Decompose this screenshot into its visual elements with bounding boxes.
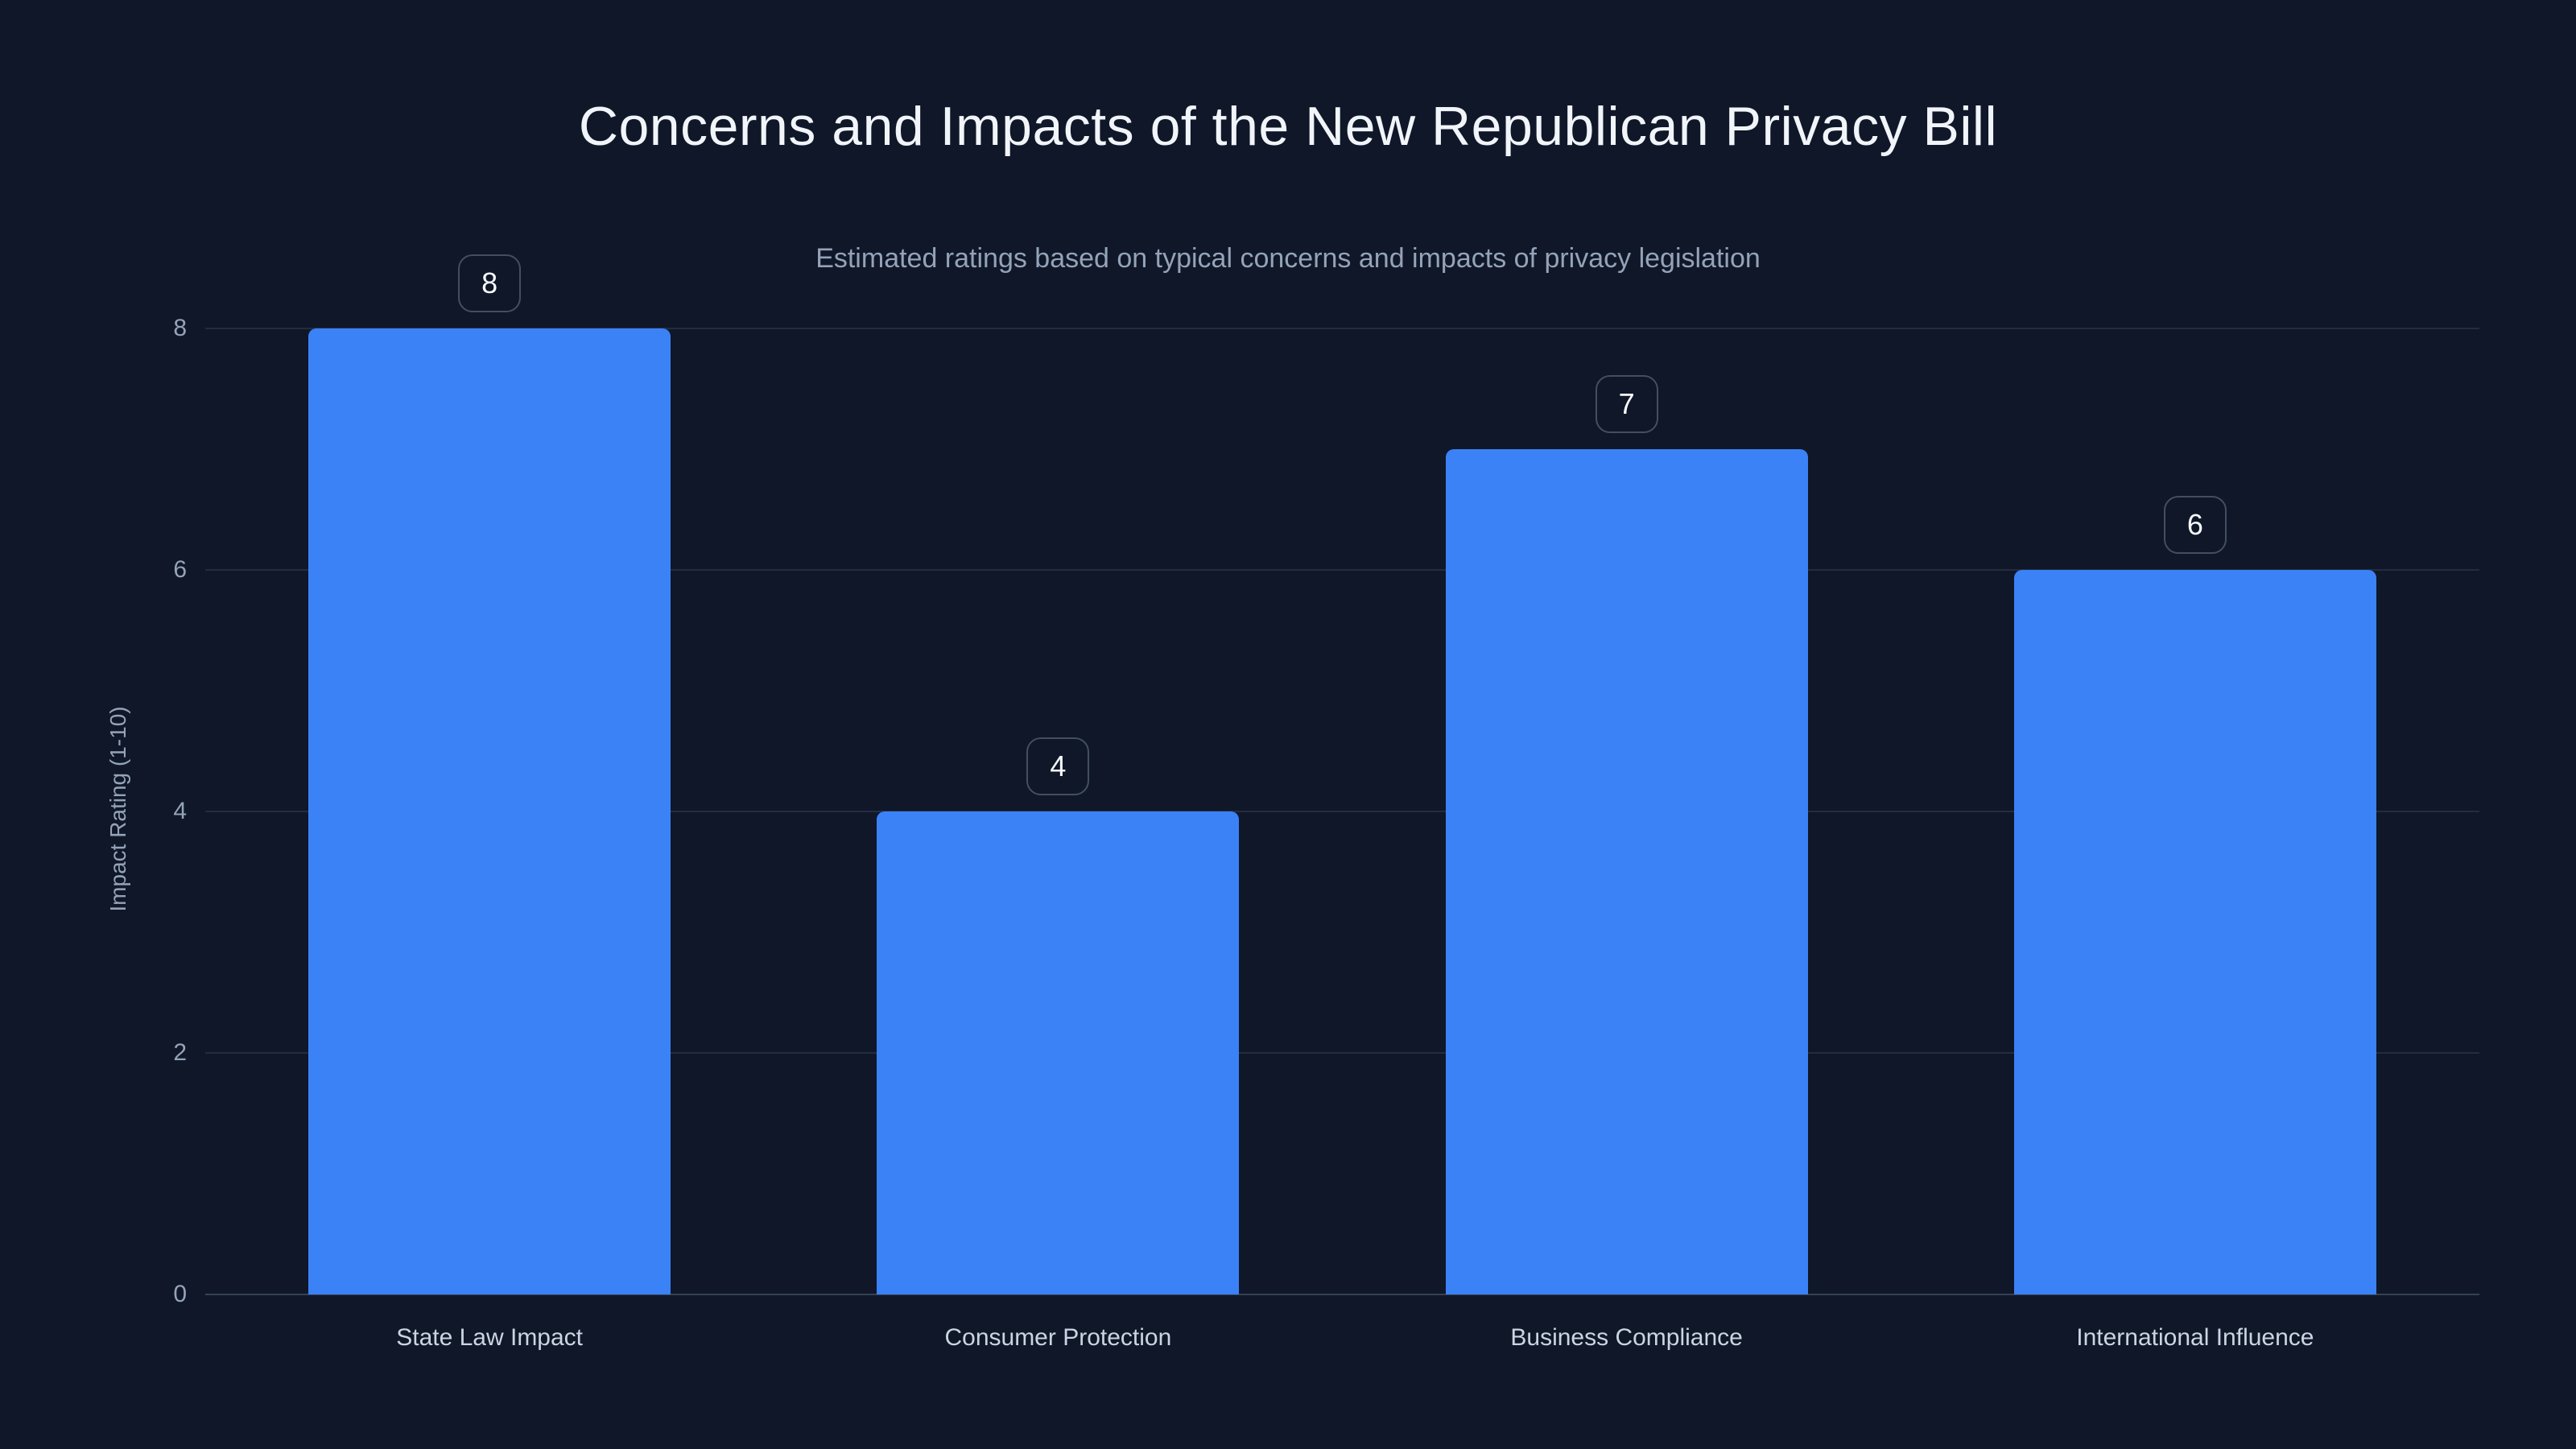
bar-0[interactable] xyxy=(308,328,671,1294)
bar-2[interactable] xyxy=(1445,449,1808,1294)
gridline-y-0 xyxy=(205,1294,2479,1295)
category-label-1: Consumer Protection xyxy=(944,1324,1172,1351)
category-label-0: State Law Impact xyxy=(396,1324,584,1351)
category-label-2: Business Compliance xyxy=(1510,1324,1743,1351)
gridline-y-2 xyxy=(205,1052,2479,1054)
y-tick-label-0: 0 xyxy=(173,1281,187,1307)
chart-title: Concerns and Impacts of the New Republic… xyxy=(578,96,1998,157)
bar-value-badge-2: 7 xyxy=(1595,375,1658,433)
category-label-3: International Influence xyxy=(2076,1324,2314,1351)
bar-value-badge-3: 6 xyxy=(2163,496,2227,554)
chart-subtitle: Estimated ratings based on typical conce… xyxy=(815,243,1761,274)
bar-3[interactable] xyxy=(2013,570,2376,1294)
gridline-y-6 xyxy=(205,569,2479,571)
gridline-y-8 xyxy=(205,328,2479,329)
y-tick-label-2: 2 xyxy=(173,1039,187,1066)
bar-1[interactable] xyxy=(877,811,1240,1294)
y-tick-label-4: 4 xyxy=(173,798,187,824)
gridline-y-4 xyxy=(205,811,2479,812)
y-tick-label-8: 8 xyxy=(173,315,187,341)
y-tick-label-6: 6 xyxy=(173,556,187,583)
bar-value-badge-1: 4 xyxy=(1026,737,1090,795)
bar-value-badge-0: 8 xyxy=(458,254,522,312)
